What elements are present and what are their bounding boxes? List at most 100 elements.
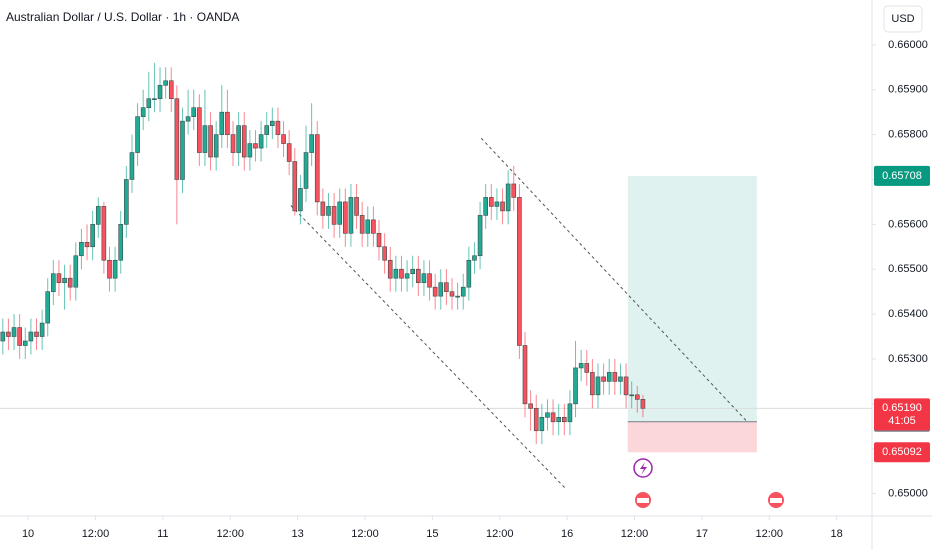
chart-title: Australian Dollar / U.S. Dollar · 1h · O… — [6, 10, 239, 24]
currency[interactable]: USD — [891, 13, 914, 25]
candle-body — [410, 268, 415, 275]
candle-body — [449, 291, 455, 297]
candle-body — [197, 107, 202, 153]
stop-zone — [627, 421, 757, 453]
candle-body — [286, 143, 292, 162]
x-tick-label: 12:00 — [216, 528, 244, 540]
y-tick-label: 0.65900 — [888, 84, 928, 96]
candle-body — [438, 282, 444, 297]
candle-body — [174, 98, 180, 180]
candle-body — [455, 295, 460, 298]
currency-button[interactable] — [883, 5, 923, 33]
candle-body — [107, 259, 112, 279]
candle-body — [258, 134, 264, 149]
candle-body — [185, 116, 191, 122]
candle-body — [511, 183, 517, 198]
flag-stripe — [770, 498, 782, 503]
candle-body — [623, 376, 629, 396]
candle-body — [236, 125, 241, 153]
lightning — [640, 462, 647, 475]
candle-body — [22, 340, 28, 346]
candle-body — [303, 152, 309, 189]
candle-body — [95, 206, 101, 225]
candle-body — [634, 394, 640, 400]
candle-body — [275, 120, 281, 135]
trendline — [480, 137, 748, 422]
candle-body — [567, 403, 573, 423]
candle-body — [270, 120, 275, 126]
x-tick-label: 12:00 — [755, 528, 783, 540]
candle-body — [124, 179, 129, 225]
candle-body — [387, 259, 393, 279]
candle-body — [556, 416, 561, 423]
candle-body — [213, 134, 219, 158]
candle-body — [522, 345, 528, 405]
candle-body — [477, 215, 483, 257]
candle-body — [595, 376, 601, 396]
y-tick-label: 0.65500 — [888, 263, 928, 275]
candle-body — [34, 331, 39, 337]
candle-body — [432, 286, 438, 297]
candle-body — [230, 134, 236, 153]
candle-body — [90, 224, 95, 248]
candle-body — [365, 219, 371, 234]
candle-body — [337, 201, 343, 225]
candle-body — [444, 282, 449, 292]
candle-body — [494, 201, 500, 207]
last-price-label: 0.65190 — [882, 402, 922, 414]
y-tick-label: 0.65400 — [888, 308, 928, 320]
candle-body — [348, 197, 354, 234]
candle-body — [56, 273, 62, 283]
candle-body — [202, 125, 208, 153]
y-tick-label: 0.65000 — [888, 487, 928, 499]
candle-body — [292, 161, 298, 212]
x-tick-label: 12:00 — [351, 528, 379, 540]
last-price-tag-bg — [874, 398, 930, 431]
candle-body — [618, 376, 623, 382]
countdown: 41:05 — [888, 415, 916, 427]
x-tick-label: 18 — [831, 528, 843, 540]
candle-body — [298, 188, 303, 212]
x-tick-label: 11 — [157, 528, 168, 540]
candle-body — [84, 241, 90, 248]
candle-body — [640, 399, 646, 409]
candle-body — [225, 111, 230, 135]
candle-body — [359, 215, 365, 234]
x-tick-label: 12:00 — [621, 528, 649, 540]
y-tick-label: 0.65800 — [888, 129, 928, 141]
candle-body — [112, 259, 118, 279]
x-tick-label: 15 — [426, 528, 438, 540]
candle-body — [421, 273, 427, 283]
candle-body — [28, 331, 34, 342]
candle-body — [326, 206, 331, 216]
candle-body — [247, 143, 253, 158]
y-tick-label: 0.65600 — [888, 218, 928, 230]
candle-body — [505, 183, 511, 212]
x-tick-label: 16 — [561, 528, 573, 540]
candle-body — [460, 286, 466, 297]
candle-body — [135, 116, 140, 153]
candle-body — [393, 268, 399, 279]
x-tick-label: 13 — [291, 528, 303, 540]
candle-body — [466, 259, 472, 288]
candle-body — [517, 197, 522, 346]
candle-body — [320, 201, 326, 216]
candle-body — [129, 152, 135, 180]
candle-body — [17, 327, 22, 346]
y-tick-label: 0.65300 — [888, 353, 928, 365]
candle-body — [562, 416, 567, 423]
candle-body — [191, 107, 197, 117]
candle-body — [309, 134, 314, 153]
target-zone — [627, 175, 757, 422]
candle-body — [264, 125, 270, 135]
event-icons — [633, 458, 786, 510]
candle-body — [67, 277, 73, 288]
target-tag-label: 0.65708 — [882, 170, 922, 182]
candle-body — [545, 412, 550, 418]
candle-body — [573, 367, 578, 405]
candle-body — [314, 134, 320, 203]
candle-body — [51, 273, 56, 292]
candle-body — [528, 403, 533, 409]
candle-body — [118, 224, 124, 261]
